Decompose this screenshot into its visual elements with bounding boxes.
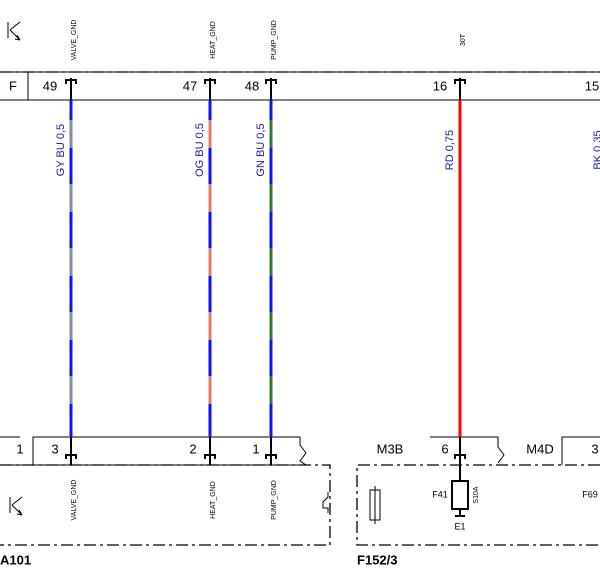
fuse-name: F69: [582, 489, 598, 499]
fuse-lead: [455, 509, 465, 517]
pin: [265, 454, 277, 459]
pin: [454, 454, 466, 459]
pin: [454, 79, 466, 84]
wire-label: RD 0,75: [444, 130, 456, 170]
transistor-icon: [9, 496, 23, 516]
pin-number: 6: [441, 441, 448, 456]
fuse-name: F41: [432, 489, 448, 499]
wire-label: GN BU 0,5: [255, 123, 267, 176]
fuse: [451, 480, 469, 510]
pin-number: 47: [183, 78, 197, 93]
component-name: F152/3: [357, 552, 397, 567]
f152-frame: [356, 464, 600, 546]
bottom-connector-box: [0, 436, 308, 466]
pin-number: 48: [245, 78, 259, 93]
connector-name: M3B: [377, 441, 404, 456]
pin: [265, 79, 277, 84]
pin-number: 3: [51, 441, 58, 456]
component-name: A101: [0, 552, 31, 567]
signal-label: HEAT_GND: [210, 481, 217, 519]
fuse-terminal: E1: [454, 521, 465, 531]
connector-name: 1: [16, 441, 23, 456]
a101-frame: [0, 464, 331, 546]
pin-number: 15: [585, 78, 599, 93]
signal-label: VALVE_GND: [71, 480, 78, 521]
signal-label: HEAT_GND: [210, 21, 217, 59]
bottom-connector-box: [430, 436, 600, 465]
pin: [204, 79, 216, 84]
top-connector-box: [0, 71, 600, 101]
signal-label: VALVE_GND: [71, 20, 78, 61]
pin: [204, 454, 216, 459]
pin-number: 16: [433, 78, 447, 93]
pin: [65, 454, 77, 459]
pin-number: 2: [189, 441, 196, 456]
pin-number: 1: [252, 441, 259, 456]
wire-label: OG BU 0,5: [194, 123, 206, 177]
signal-label: 30T: [460, 33, 467, 46]
fuse-rating: S10A: [473, 486, 480, 503]
wire-label: BK 0,35: [592, 130, 600, 169]
wire-label: GY BU 0,5: [55, 124, 67, 176]
signal-label: PUMP_GND: [271, 480, 278, 520]
pin-number: 49: [43, 78, 57, 93]
pin: [65, 79, 77, 84]
transistor-icon: [7, 21, 21, 41]
pin-number: 3: [591, 441, 598, 456]
switch-icon: [322, 492, 329, 513]
connector-name: M4D: [526, 441, 553, 456]
signal-label: PUMP_GND: [271, 20, 278, 60]
connector-name: F: [9, 78, 17, 93]
